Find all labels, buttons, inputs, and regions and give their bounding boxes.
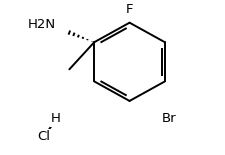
- Text: F: F: [125, 3, 133, 16]
- Text: Br: Br: [161, 113, 175, 126]
- Text: Cl: Cl: [37, 130, 50, 143]
- Text: H2N: H2N: [28, 18, 56, 31]
- Text: H: H: [51, 113, 61, 126]
